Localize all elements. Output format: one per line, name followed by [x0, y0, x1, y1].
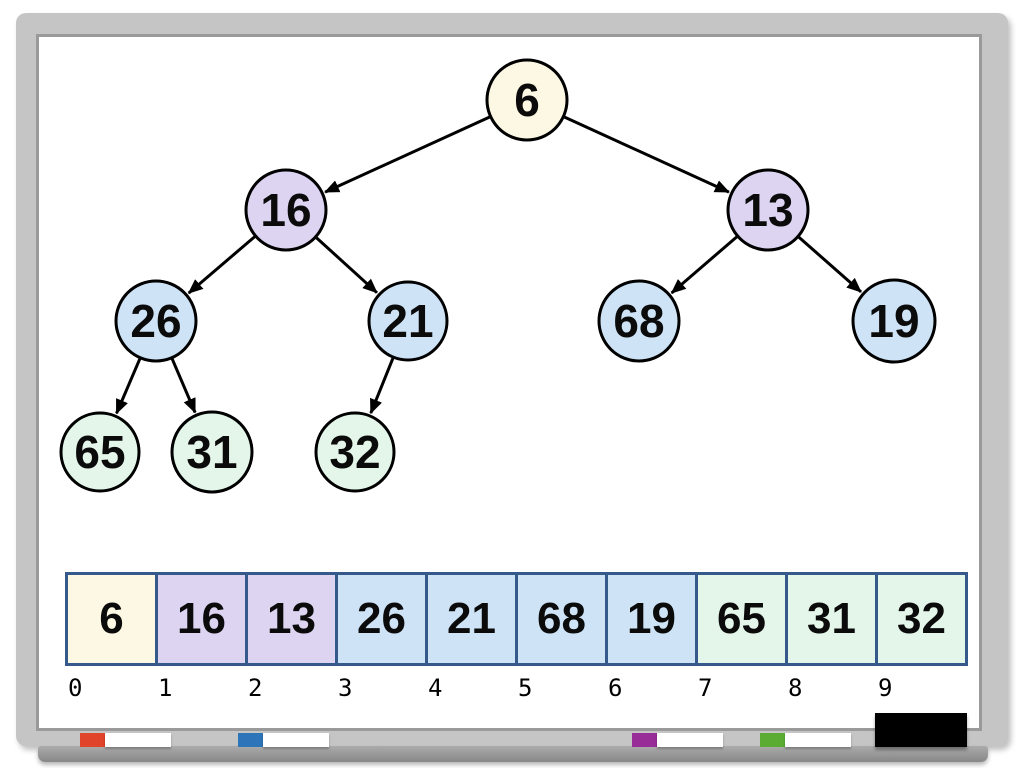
array-index-2: 2: [248, 674, 263, 702]
array-cell-4: 21: [425, 572, 518, 666]
array-index-8: 8: [788, 674, 803, 702]
blue-marker-body: [263, 733, 329, 747]
array-index-9: 9: [878, 674, 893, 702]
marker-tray: [38, 746, 988, 762]
blue-marker-cap: [238, 733, 263, 747]
heap-array: 6 16 13 26 21 68 19 65 31 32: [65, 572, 968, 666]
green-marker-cap: [760, 733, 785, 747]
eraser: [875, 713, 967, 747]
purple-marker-cap: [632, 733, 657, 747]
array-index-1: 1: [158, 674, 173, 702]
array-index-5: 5: [518, 674, 533, 702]
red-marker-cap: [80, 733, 105, 747]
array-cell-3: 26: [335, 572, 428, 666]
array-cell-7: 65: [695, 572, 788, 666]
array-index-3: 3: [338, 674, 353, 702]
array-cell-5: 68: [515, 572, 608, 666]
array-index-7: 7: [698, 674, 713, 702]
array-index-6: 6: [608, 674, 623, 702]
array-cell-8: 31: [785, 572, 878, 666]
array-cell-9: 32: [875, 572, 968, 666]
red-marker: [80, 733, 171, 747]
purple-marker-body: [657, 733, 723, 747]
red-marker-body: [105, 733, 171, 747]
array-cell-1: 16: [155, 572, 248, 666]
array-cell-2: 13: [245, 572, 338, 666]
green-marker: [760, 733, 851, 747]
array-index-0: 0: [68, 674, 83, 702]
array-cell-6: 19: [605, 572, 698, 666]
array-cell-0: 6: [65, 572, 158, 666]
array-index-4: 4: [428, 674, 443, 702]
blue-marker: [238, 733, 329, 747]
green-marker-body: [785, 733, 851, 747]
purple-marker: [632, 733, 723, 747]
